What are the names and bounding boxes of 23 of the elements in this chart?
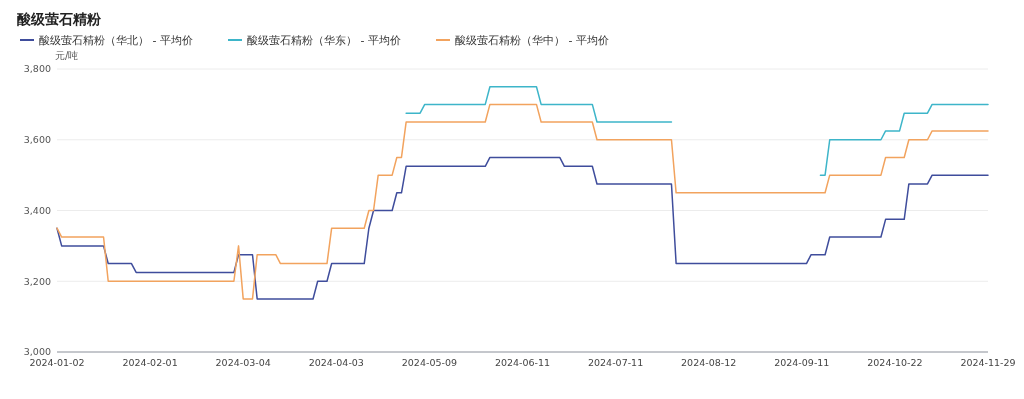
x-tick-label: 2024-11-29 xyxy=(960,357,1016,368)
x-tick-label: 2024-05-09 xyxy=(401,357,458,368)
y-tick-label: 3,400 xyxy=(23,204,51,216)
x-tick-label: 2024-02-01 xyxy=(122,357,178,368)
y-axis-title: 元/吨 xyxy=(55,50,79,61)
x-tick-label: 2024-10-22 xyxy=(867,357,923,368)
x-tick-label: 2024-04-03 xyxy=(308,357,364,368)
x-tick-label: 2024-06-11 xyxy=(494,357,551,368)
line-series xyxy=(56,156,989,300)
x-tick-label: 2024-01-02 xyxy=(29,357,85,368)
legend-label: 酸级萤石精粉（华东） - 平均价 xyxy=(247,34,401,47)
y-tick-label: 3,800 xyxy=(23,63,51,75)
chart-title: 酸级萤石精粉 xyxy=(17,11,102,27)
x-tick-label: 2024-03-04 xyxy=(215,357,271,368)
legend-label: 酸级萤石精粉（华北） - 平均价 xyxy=(39,34,193,47)
x-tick-label: 2024-07-11 xyxy=(587,357,644,368)
x-tick-label: 2024-09-11 xyxy=(774,357,830,368)
y-tick-label: 3,600 xyxy=(23,134,51,146)
x-tick-label: 2024-08-12 xyxy=(681,357,737,368)
y-tick-label: 3,000 xyxy=(23,346,51,358)
line-series xyxy=(56,103,989,300)
y-tick-label: 3,200 xyxy=(23,275,51,287)
legend-label: 酸级萤石精粉（华中） - 平均价 xyxy=(455,34,609,47)
